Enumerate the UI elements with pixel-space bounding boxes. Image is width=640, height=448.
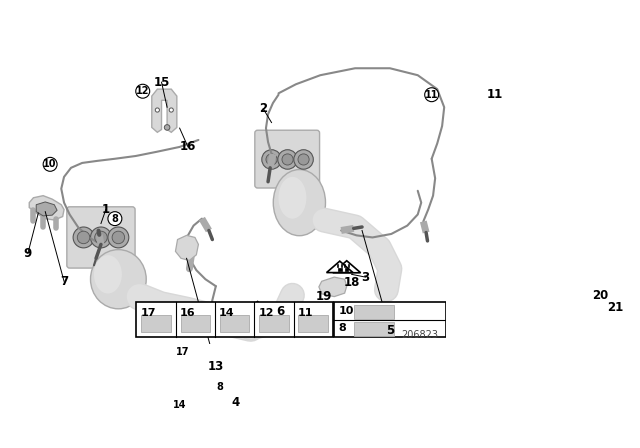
Text: 17: 17 [141, 309, 156, 319]
Polygon shape [564, 282, 592, 294]
Ellipse shape [90, 250, 146, 309]
Circle shape [298, 154, 309, 165]
FancyBboxPatch shape [136, 302, 333, 337]
Polygon shape [256, 309, 259, 311]
Text: 8: 8 [111, 214, 118, 224]
Circle shape [136, 84, 150, 98]
Polygon shape [175, 235, 198, 260]
Text: 12: 12 [259, 309, 274, 319]
Polygon shape [243, 302, 270, 314]
Circle shape [73, 227, 94, 248]
Text: 16: 16 [180, 309, 196, 319]
Polygon shape [152, 89, 177, 132]
Text: 4: 4 [231, 396, 239, 409]
Ellipse shape [273, 169, 326, 236]
FancyBboxPatch shape [298, 315, 328, 332]
Circle shape [266, 154, 277, 165]
Text: 8: 8 [339, 323, 346, 333]
Text: 15: 15 [154, 76, 170, 89]
FancyBboxPatch shape [180, 315, 210, 332]
Text: 11: 11 [298, 309, 313, 319]
Polygon shape [345, 268, 348, 271]
Text: 206823: 206823 [402, 330, 438, 340]
Circle shape [108, 211, 122, 226]
Polygon shape [255, 310, 258, 313]
Polygon shape [333, 261, 361, 273]
Text: 9: 9 [24, 247, 32, 260]
Text: 11: 11 [486, 88, 502, 101]
Polygon shape [576, 289, 580, 292]
Circle shape [77, 231, 90, 244]
Circle shape [169, 108, 173, 112]
Polygon shape [29, 196, 64, 220]
Polygon shape [568, 285, 595, 297]
Circle shape [43, 157, 57, 171]
Polygon shape [326, 261, 353, 272]
Polygon shape [338, 268, 342, 271]
FancyBboxPatch shape [141, 315, 171, 332]
Polygon shape [244, 302, 271, 313]
Text: 8: 8 [216, 382, 223, 392]
FancyBboxPatch shape [67, 207, 135, 268]
Text: 2: 2 [259, 102, 268, 115]
Text: 10: 10 [339, 306, 354, 316]
Text: 18: 18 [344, 276, 360, 289]
Polygon shape [593, 230, 597, 233]
Text: 3: 3 [362, 271, 369, 284]
Text: 13: 13 [208, 360, 224, 373]
Text: 7: 7 [60, 275, 68, 288]
FancyBboxPatch shape [355, 305, 394, 319]
Polygon shape [581, 223, 609, 234]
Circle shape [173, 397, 187, 412]
Circle shape [262, 150, 282, 169]
FancyBboxPatch shape [255, 130, 319, 188]
Circle shape [282, 154, 293, 165]
Polygon shape [597, 230, 600, 233]
Circle shape [294, 150, 314, 169]
Circle shape [95, 231, 108, 244]
Circle shape [156, 108, 159, 112]
Circle shape [164, 125, 170, 130]
FancyBboxPatch shape [220, 315, 250, 332]
Circle shape [112, 231, 125, 244]
Polygon shape [36, 202, 57, 216]
Text: 21: 21 [607, 301, 623, 314]
FancyBboxPatch shape [355, 322, 394, 336]
FancyBboxPatch shape [259, 315, 289, 332]
Circle shape [175, 345, 189, 359]
Polygon shape [319, 277, 347, 297]
Text: 6: 6 [276, 306, 285, 319]
Text: 10: 10 [44, 159, 57, 169]
Circle shape [212, 380, 227, 394]
Text: 19: 19 [316, 290, 332, 303]
Ellipse shape [278, 177, 307, 219]
Polygon shape [580, 293, 583, 295]
Text: 5: 5 [386, 323, 394, 336]
Text: 14: 14 [173, 400, 186, 409]
Circle shape [90, 227, 111, 248]
Ellipse shape [94, 255, 122, 293]
Text: 16: 16 [180, 140, 196, 153]
Text: 20: 20 [592, 289, 608, 302]
Text: 12: 12 [136, 86, 150, 96]
Circle shape [425, 88, 438, 102]
Circle shape [108, 227, 129, 248]
Text: 17: 17 [175, 347, 189, 358]
Circle shape [278, 150, 298, 169]
Polygon shape [586, 223, 612, 234]
FancyBboxPatch shape [334, 302, 445, 337]
Text: 1: 1 [102, 203, 110, 216]
Text: 11: 11 [425, 90, 438, 100]
Text: 14: 14 [219, 309, 235, 319]
